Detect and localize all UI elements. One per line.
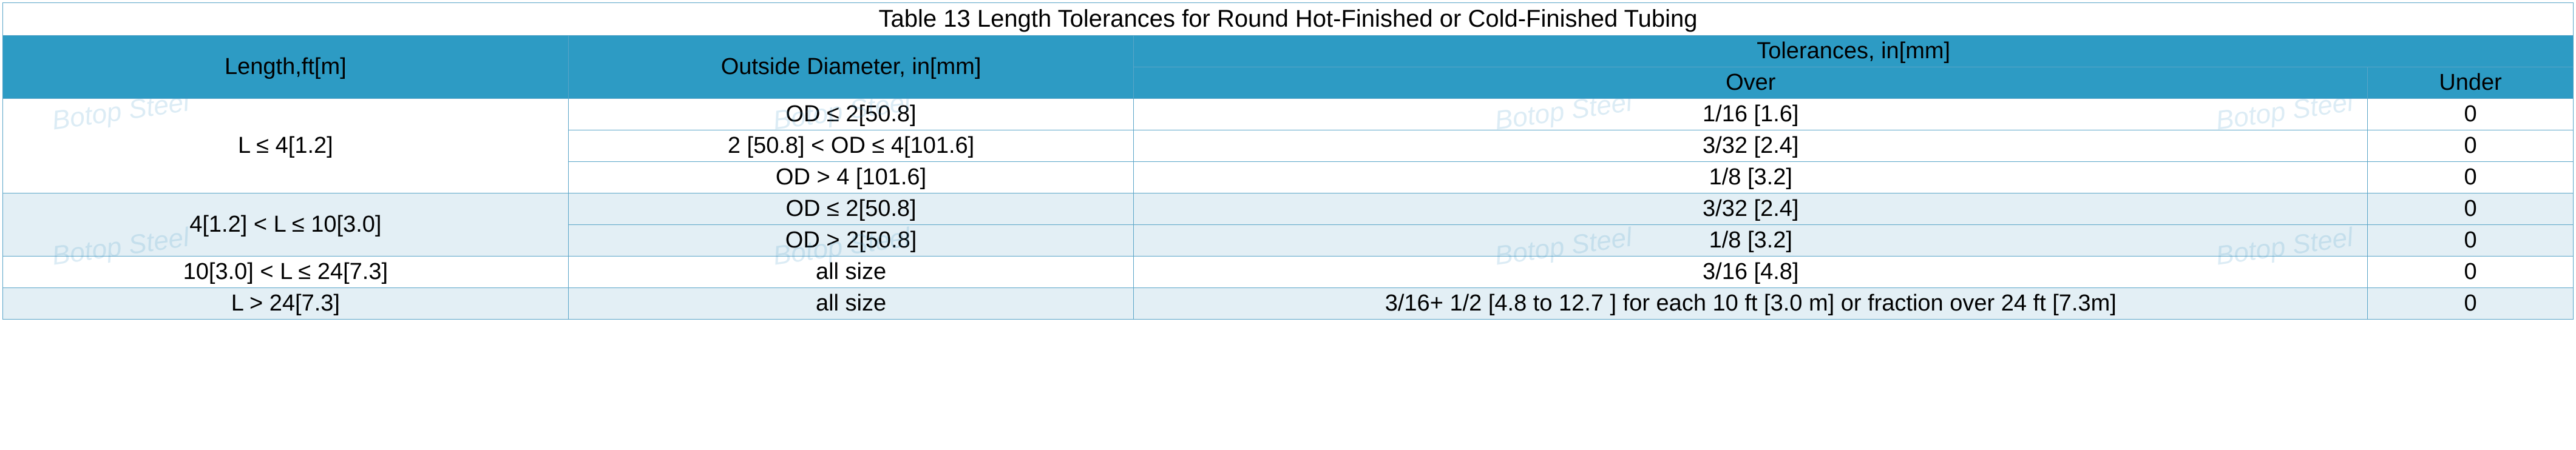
od-cell: 2 [50.8] < OD ≤ 4[101.6] bbox=[568, 130, 1134, 162]
length-cell: L ≤ 4[1.2] bbox=[3, 99, 569, 193]
header-length: Length,ft[m] bbox=[3, 36, 569, 99]
table-row: 4[1.2] < L ≤ 10[3.0]OD ≤ 2[50.8]3/32 [2.… bbox=[3, 193, 2574, 225]
over-cell: 3/32 [2.4] bbox=[1134, 130, 2368, 162]
table-row: 10[3.0] < L ≤ 24[7.3]all size3/16 [4.8]0 bbox=[3, 257, 2574, 288]
length-cell: 10[3.0] < L ≤ 24[7.3] bbox=[3, 257, 569, 288]
under-cell: 0 bbox=[2368, 288, 2574, 320]
under-cell: 0 bbox=[2368, 193, 2574, 225]
length-cell: 4[1.2] < L ≤ 10[3.0] bbox=[3, 193, 569, 257]
header-od: Outside Diameter, in[mm] bbox=[568, 36, 1134, 99]
over-cell: 1/8 [3.2] bbox=[1134, 225, 2368, 257]
under-cell: 0 bbox=[2368, 130, 2574, 162]
under-cell: 0 bbox=[2368, 225, 2574, 257]
over-cell: 1/8 [3.2] bbox=[1134, 162, 2368, 193]
table-row: L > 24[7.3]all size3/16+ 1/2 [4.8 to 12.… bbox=[3, 288, 2574, 320]
length-cell: L > 24[7.3] bbox=[3, 288, 569, 320]
header-over: Over bbox=[1134, 67, 2368, 99]
table-row: L ≤ 4[1.2]OD ≤ 2[50.8]1/16 [1.6]0 bbox=[3, 99, 2574, 130]
over-cell: 3/16+ 1/2 [4.8 to 12.7 ] for each 10 ft … bbox=[1134, 288, 2368, 320]
table-body: L ≤ 4[1.2]OD ≤ 2[50.8]1/16 [1.6]02 [50.8… bbox=[3, 99, 2574, 320]
od-cell: OD > 2[50.8] bbox=[568, 225, 1134, 257]
od-cell: OD > 4 [101.6] bbox=[568, 162, 1134, 193]
under-cell: 0 bbox=[2368, 257, 2574, 288]
tolerances-table: Table 13 Length Tolerances for Round Hot… bbox=[2, 2, 2574, 320]
table-title: Table 13 Length Tolerances for Round Hot… bbox=[3, 3, 2574, 36]
od-cell: OD ≤ 2[50.8] bbox=[568, 193, 1134, 225]
over-cell: 3/16 [4.8] bbox=[1134, 257, 2368, 288]
header-under: Under bbox=[2368, 67, 2574, 99]
under-cell: 0 bbox=[2368, 162, 2574, 193]
od-cell: all size bbox=[568, 288, 1134, 320]
header-row-1: Length,ft[m] Outside Diameter, in[mm] To… bbox=[3, 36, 2574, 67]
under-cell: 0 bbox=[2368, 99, 2574, 130]
over-cell: 3/32 [2.4] bbox=[1134, 193, 2368, 225]
table-title-row: Table 13 Length Tolerances for Round Hot… bbox=[3, 3, 2574, 36]
header-tolerances: Tolerances, in[mm] bbox=[1134, 36, 2574, 67]
over-cell: 1/16 [1.6] bbox=[1134, 99, 2368, 130]
od-cell: OD ≤ 2[50.8] bbox=[568, 99, 1134, 130]
od-cell: all size bbox=[568, 257, 1134, 288]
